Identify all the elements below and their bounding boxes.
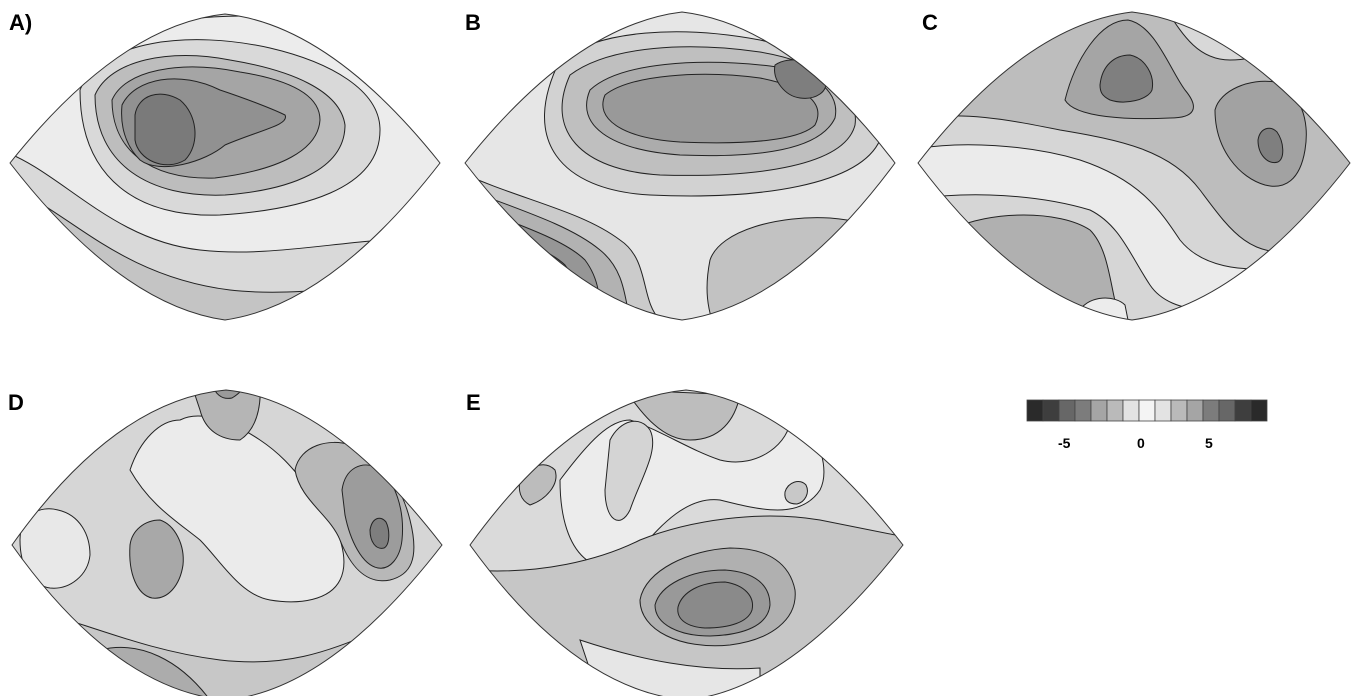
- colorbar-swatch: [1026, 399, 1044, 422]
- panel-a: A): [9, 10, 441, 321]
- panel-b-outline: [464, 11, 896, 321]
- panel-c-level-10: [1257, 127, 1284, 164]
- panel-c-contours: [918, 12, 1350, 320]
- colorbar-tick-5: 5: [1205, 435, 1213, 451]
- panel-d-level-1: [129, 415, 345, 603]
- panel-e-level-2: [604, 420, 654, 521]
- panel-d: D: [8, 389, 443, 696]
- colorbar-swatch: [1170, 399, 1188, 422]
- panel-e-outline: [469, 389, 904, 696]
- colorbar-swatch: [1090, 399, 1108, 422]
- colorbar-swatch: [1234, 399, 1252, 422]
- colorbar-swatch: [1218, 399, 1236, 422]
- colorbar-swatch: [1106, 399, 1124, 422]
- colorbar-swatch: [1058, 399, 1076, 422]
- panel-b: B: [464, 10, 896, 321]
- panel-e-contours: [470, 390, 903, 696]
- colorbar-swatch: [1202, 399, 1220, 422]
- panel-a-outline: [9, 13, 441, 321]
- panel-c-label: C: [922, 10, 938, 35]
- colorbar-swatch: [1074, 399, 1092, 422]
- panel-e-level-3: [623, 390, 741, 441]
- panel-e-level-9: [784, 481, 808, 505]
- panel-e: E: [466, 389, 904, 696]
- panel-d-outline: [11, 389, 443, 696]
- panel-d-level-6: [369, 517, 390, 549]
- colorbar-ticks: -5 0 5: [1058, 435, 1213, 451]
- colorbar-swatch: [1154, 399, 1172, 422]
- panel-d-level-8: [129, 519, 184, 599]
- panel-b-level-10: [706, 217, 895, 320]
- panel-c: C: [917, 10, 1351, 321]
- panel-b-label: B: [465, 10, 481, 35]
- panel-a-label: A): [9, 10, 32, 35]
- colorbar-swatch: [1122, 399, 1140, 422]
- panel-e-level-8: [677, 581, 754, 629]
- colorbar: [1026, 399, 1268, 422]
- panel-a-contours: [10, 14, 440, 320]
- colorbar-tick-minus5: -5: [1058, 435, 1071, 451]
- panel-c-outline: [917, 11, 1351, 321]
- colorbar-swatch: [1186, 399, 1204, 422]
- panel-c-level-8: [1099, 54, 1154, 103]
- panel-b-level-4: [602, 73, 819, 144]
- panel-e-label: E: [466, 390, 481, 415]
- panel-b-contours: [465, 12, 895, 320]
- colorbar-swatch: [1250, 399, 1268, 422]
- panel-a-level-9: [134, 93, 196, 166]
- panel-d-contours: [12, 390, 442, 696]
- colorbar-swatch: [1138, 399, 1156, 422]
- colorbar-swatch: [1042, 399, 1060, 422]
- colorbar-tick-0: 0: [1137, 435, 1145, 451]
- panel-d-label: D: [8, 390, 24, 415]
